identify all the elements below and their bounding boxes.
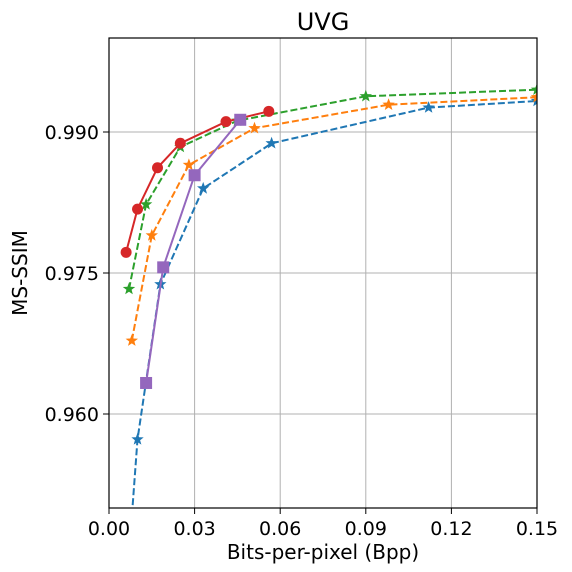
data-point-star (530, 90, 537, 103)
series-layer (120, 83, 537, 561)
data-point-circle (132, 203, 144, 215)
data-point-circle (120, 246, 132, 258)
y-tick-label: 0.990 (45, 122, 99, 144)
series-line (128, 88, 537, 290)
data-point-star (265, 136, 278, 149)
data-point-square (157, 261, 170, 274)
data-point-star (359, 89, 372, 102)
data-point-circle (220, 116, 232, 128)
data-point-circle (174, 137, 186, 149)
data-point-star (139, 197, 153, 210)
y-tick-label: 0.975 (45, 263, 99, 285)
data-point-star (422, 101, 435, 113)
x-tick-label: 0.12 (430, 518, 472, 540)
series-5 (140, 113, 247, 389)
x-tick-label: 0.15 (516, 518, 558, 540)
x-tick-label: 0.09 (345, 518, 387, 540)
data-point-star (131, 432, 144, 445)
series-line (125, 110, 270, 253)
data-point-circle (263, 105, 275, 117)
x-tick-label: 0.00 (88, 518, 130, 540)
ticks: 0.00 0.03 0.06 0.09 0.12 0.15 0.960 0.975 0.990 (45, 122, 559, 540)
data-point-square (188, 169, 201, 182)
data-point-circle (152, 162, 164, 174)
grid (108, 38, 538, 508)
data-point-star (197, 181, 210, 194)
series-2 (125, 90, 537, 346)
y-axis-label: MS-SSIM (8, 230, 32, 316)
series-line (145, 119, 242, 384)
x-tick-label: 0.06 (259, 518, 301, 540)
series-line (130, 96, 537, 341)
chart-title: UVG (297, 8, 350, 36)
y-tick-label: 0.960 (45, 404, 99, 426)
data-point-star (382, 98, 395, 110)
data-point-star (125, 334, 138, 346)
data-point-star (123, 549, 135, 561)
data-point-square (140, 376, 153, 389)
x-axis-label: Bits-per-pixel (Bpp) (227, 540, 419, 564)
data-point-star (248, 121, 261, 134)
x-tick-label: 0.03 (173, 518, 215, 540)
series-line (131, 100, 537, 508)
data-point-star (122, 282, 136, 295)
series-4 (120, 105, 275, 258)
data-point-star (145, 228, 158, 241)
data-point-square (234, 113, 247, 126)
data-point-star (182, 158, 196, 171)
data-point-star (530, 83, 537, 95)
